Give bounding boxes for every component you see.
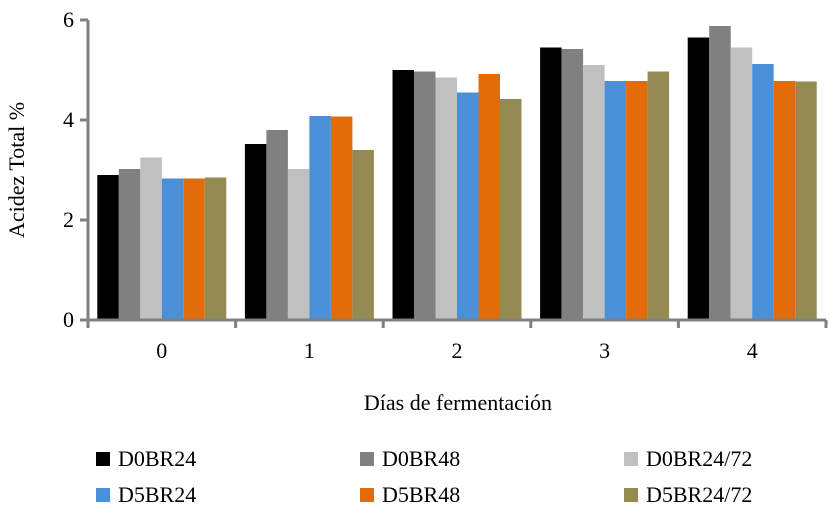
legend-item-d0br24-72: D0BR24/72 xyxy=(624,445,752,473)
legend-item-d5br48: D5BR48 xyxy=(360,481,460,509)
bar-d0br48-day-2 xyxy=(414,71,436,320)
x-tick-label: 4 xyxy=(747,338,758,363)
legend-label: D0BR24 xyxy=(118,446,197,471)
x-tick-label: 3 xyxy=(599,338,610,363)
legend-label: D5BR24/72 xyxy=(646,482,753,507)
bar-d0br24-72-day-2 xyxy=(435,77,457,320)
y-ticks-group: 0 2 4 6 xyxy=(63,7,88,332)
legend-swatch xyxy=(96,452,110,466)
bar-d5br24-72-day-4 xyxy=(795,81,817,320)
bar-chart: 0 2 4 6 0 1 2 3 4 Acidez Total % Días de fermen… xyxy=(4,7,828,415)
legend-item-d5br24: D5BR24 xyxy=(96,481,196,509)
bar-d5br24-72-day-0 xyxy=(204,177,227,320)
bar-d5br48-day-2 xyxy=(478,74,500,320)
legend: D0BR24 D0BR48 D0BR24/72 D5BR24 D5BR48 D5BR24/… xyxy=(96,445,816,515)
legend-swatch xyxy=(624,452,638,466)
x-tick-label: 1 xyxy=(304,338,315,363)
bar-d5br24-day-3 xyxy=(604,81,627,320)
x-tick-label: 2 xyxy=(452,338,463,363)
bars-group xyxy=(97,26,817,320)
bar-d5br24-day-1 xyxy=(309,116,331,320)
x-tick-label: 0 xyxy=(156,338,167,363)
bar-d0br48-day-0 xyxy=(118,169,141,320)
x-ticks-group: 0 1 2 3 4 xyxy=(86,320,828,363)
bar-d5br24-day-0 xyxy=(161,178,184,320)
bar-d0br24-72-day-1 xyxy=(287,169,310,320)
legend-swatch xyxy=(360,488,374,502)
bar-d5br48-day-3 xyxy=(626,81,648,320)
legend-item-d0br48: D0BR48 xyxy=(360,445,460,473)
bar-d0br24-72-day-0 xyxy=(140,157,162,320)
bar-d0br24-day-3 xyxy=(540,47,562,320)
x-axis-label: Días de fermentación xyxy=(364,390,552,415)
legend-label: D0BR24/72 xyxy=(646,446,753,471)
bar-d0br24-day-1 xyxy=(244,144,267,320)
bar-d0br24-day-2 xyxy=(392,70,414,320)
bar-d5br48-day-0 xyxy=(183,178,205,320)
bar-d0br24-day-4 xyxy=(687,37,710,320)
bar-d5br24-day-2 xyxy=(457,92,479,320)
legend-label: D5BR48 xyxy=(382,482,461,507)
bar-d5br48-day-4 xyxy=(773,81,796,320)
legend-swatch xyxy=(96,488,110,502)
bar-d0br48-day-1 xyxy=(266,130,288,320)
legend-label: D0BR48 xyxy=(382,446,461,471)
bar-d0br48-day-3 xyxy=(561,49,584,320)
bar-d0br24-day-0 xyxy=(97,175,119,320)
y-tick-label: 2 xyxy=(63,207,74,232)
legend-item-d0br24: D0BR24 xyxy=(96,445,196,473)
bar-d0br24-72-day-3 xyxy=(583,65,605,320)
bar-d5br24-day-4 xyxy=(752,64,774,320)
y-tick-label: 0 xyxy=(63,307,74,332)
y-tick-label: 4 xyxy=(63,107,74,132)
legend-item-d5br24-72: D5BR24/72 xyxy=(624,481,752,509)
legend-label: D5BR24 xyxy=(118,482,197,507)
bar-d5br24-72-day-2 xyxy=(500,99,522,320)
bar-d5br48-day-1 xyxy=(330,116,353,320)
y-axis-label: Acidez Total % xyxy=(4,102,29,238)
bar-d0br48-day-4 xyxy=(709,26,731,320)
legend-swatch xyxy=(360,452,374,466)
legend-swatch xyxy=(624,488,638,502)
bar-d5br24-72-day-1 xyxy=(352,150,374,320)
y-tick-label: 6 xyxy=(63,7,74,32)
bar-d0br24-72-day-4 xyxy=(730,47,753,320)
bar-d5br24-72-day-3 xyxy=(647,71,670,320)
